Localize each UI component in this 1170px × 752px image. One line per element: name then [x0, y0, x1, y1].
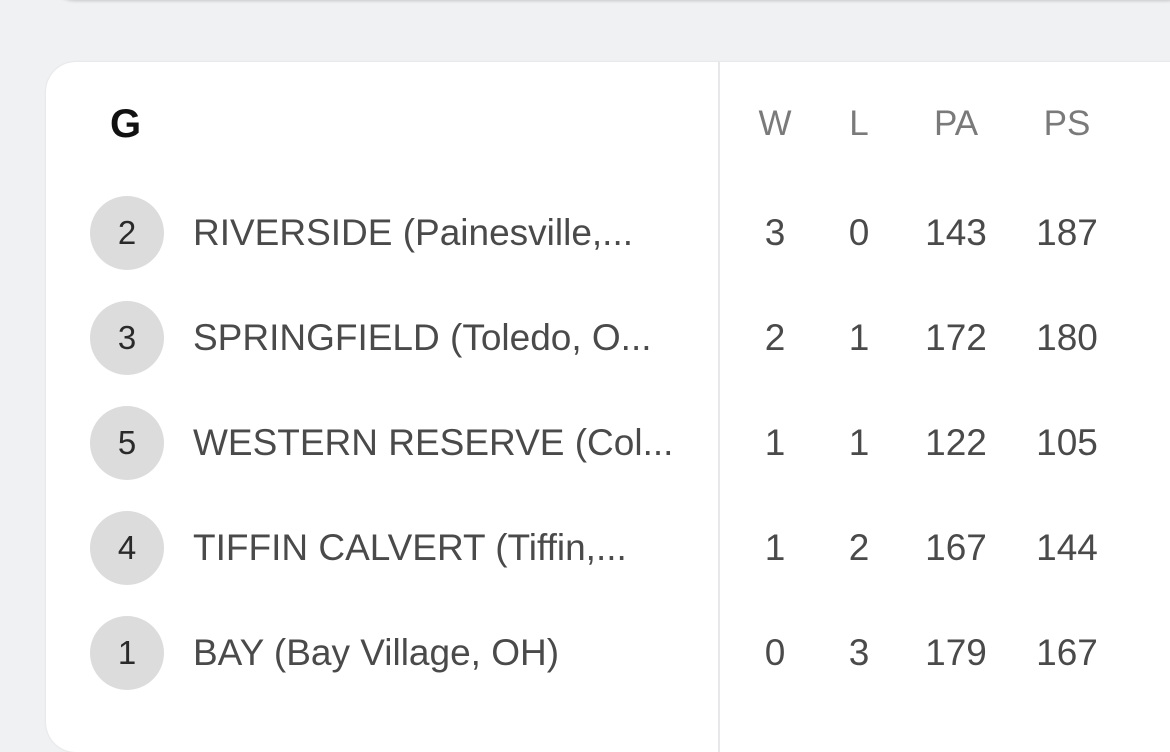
points-scored-value: 144 [1036, 527, 1098, 568]
seed-badge: 2 [90, 196, 164, 270]
standings-row[interactable]: 2 RIVERSIDE (Painesville,... 3 0 143 187 [46, 194, 1166, 274]
wins-value: 1 [764, 527, 786, 568]
header-wins: W [758, 104, 792, 143]
group-standings-card: G W L PA PS 2 RIVERSIDE (Painesville,...… [46, 62, 1170, 752]
points-against-value: 122 [925, 422, 987, 463]
points-against-value: 167 [925, 527, 987, 568]
standings-row[interactable]: 3 SPRINGFIELD (Toledo, O... 2 1 172 180 [46, 299, 1166, 379]
wins-value: 1 [764, 422, 786, 463]
points-against-value: 179 [925, 632, 987, 673]
team-name: TIFFIN CALVERT (Tiffin,... [193, 527, 627, 568]
standings-row[interactable]: 1 BAY (Bay Village, OH) 0 3 179 167 [46, 614, 1166, 694]
seed-badge: 1 [90, 616, 164, 690]
wins-value: 0 [764, 632, 786, 673]
group-title: G [110, 102, 142, 146]
standings-row[interactable]: 5 WESTERN RESERVE (Col... 1 1 122 105 [46, 404, 1166, 484]
losses-value: 1 [848, 422, 870, 463]
points-against-value: 172 [925, 317, 987, 358]
points-scored-value: 187 [1036, 212, 1098, 253]
seed-badge: 5 [90, 406, 164, 480]
header-points-scored: PS [1043, 104, 1091, 143]
seed-badge: 4 [90, 511, 164, 585]
wins-value: 2 [764, 317, 786, 358]
wins-value: 3 [764, 212, 786, 253]
points-against-value: 143 [925, 212, 987, 253]
team-name: BAY (Bay Village, OH) [193, 632, 560, 673]
losses-value: 3 [848, 632, 870, 673]
points-scored-value: 167 [1036, 632, 1098, 673]
standings-row[interactable]: 4 TIFFIN CALVERT (Tiffin,... 1 2 167 144 [46, 509, 1166, 589]
column-divider [718, 62, 720, 752]
losses-value: 2 [848, 527, 870, 568]
points-scored-value: 180 [1036, 317, 1098, 358]
losses-value: 1 [848, 317, 870, 358]
team-name: RIVERSIDE (Painesville,... [193, 212, 634, 253]
losses-value: 0 [848, 212, 870, 253]
header-points-against: PA [933, 104, 979, 143]
points-scored-value: 105 [1036, 422, 1098, 463]
team-name: WESTERN RESERVE (Col... [193, 422, 673, 463]
seed-badge: 3 [90, 301, 164, 375]
team-name: SPRINGFIELD (Toledo, O... [193, 317, 652, 358]
header-losses: L [849, 104, 869, 143]
